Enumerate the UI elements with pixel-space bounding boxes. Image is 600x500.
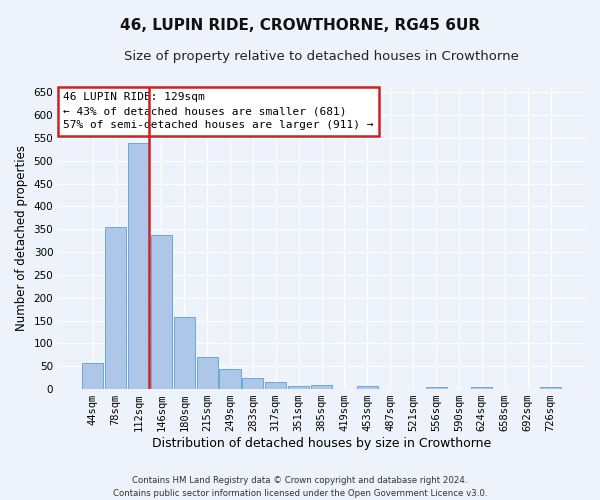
Bar <box>151 235 172 389</box>
Bar <box>540 387 561 389</box>
Y-axis label: Number of detached properties: Number of detached properties <box>15 146 28 332</box>
Text: 46, LUPIN RIDE, CROWTHORNE, RG45 6UR: 46, LUPIN RIDE, CROWTHORNE, RG45 6UR <box>120 18 480 32</box>
Bar <box>472 387 493 389</box>
X-axis label: Distribution of detached houses by size in Crowthorne: Distribution of detached houses by size … <box>152 437 491 450</box>
Bar <box>311 386 332 389</box>
Text: Contains HM Land Registry data © Crown copyright and database right 2024.
Contai: Contains HM Land Registry data © Crown c… <box>113 476 487 498</box>
Bar <box>128 142 149 389</box>
Bar <box>105 227 126 389</box>
Bar <box>173 318 195 389</box>
Bar <box>82 362 103 389</box>
Bar <box>357 386 378 389</box>
Text: 46 LUPIN RIDE: 129sqm
← 43% of detached houses are smaller (681)
57% of semi-det: 46 LUPIN RIDE: 129sqm ← 43% of detached … <box>64 92 374 130</box>
Bar <box>242 378 263 389</box>
Bar <box>288 386 309 389</box>
Bar <box>220 370 241 389</box>
Title: Size of property relative to detached houses in Crowthorne: Size of property relative to detached ho… <box>124 50 519 63</box>
Bar <box>197 357 218 389</box>
Bar <box>425 387 446 389</box>
Bar <box>265 382 286 389</box>
